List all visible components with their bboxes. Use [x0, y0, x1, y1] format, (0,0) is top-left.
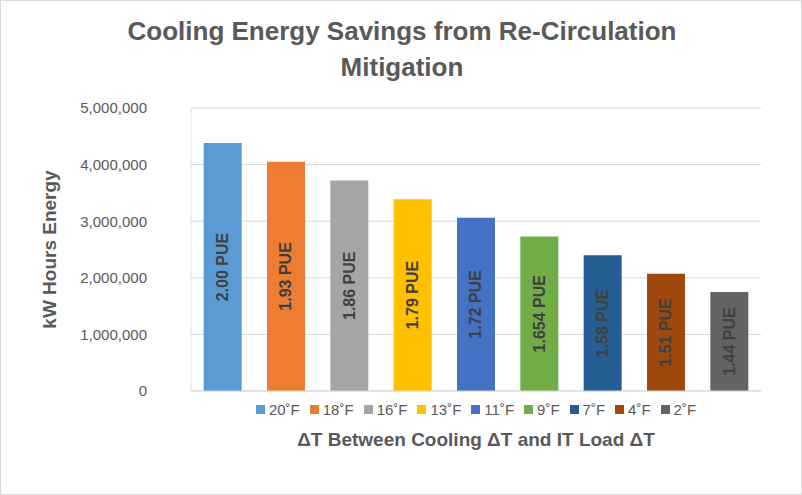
svg-text:1.86 PUE: 1.86 PUE: [341, 251, 358, 320]
svg-text:1.654 PUE: 1.654 PUE: [531, 275, 548, 353]
html-text:7˚F: 7˚F: [582, 401, 605, 418]
html-text:9˚F: 9˚F: [537, 401, 560, 418]
html-text:18˚F: 18˚F: [322, 401, 354, 418]
html-text:2˚F: 2˚F: [673, 401, 696, 418]
html-text:ΔT Between Cooling ΔT and IT L: ΔT Between Cooling ΔT and IT Load ΔT: [297, 429, 655, 450]
svg-text:0: 0: [139, 382, 147, 399]
html-text:20˚F: 20˚F: [268, 401, 300, 418]
html-text:11˚F: 11˚F: [484, 401, 514, 418]
svg-text:1.72 PUE: 1.72 PUE: [468, 270, 485, 339]
html-text:13˚F: 13˚F: [430, 401, 462, 418]
svg-text:1.51 PUE: 1.51 PUE: [658, 298, 675, 367]
html-text:4˚F: 4˚F: [628, 401, 651, 418]
svg-text:1.58 PUE: 1.58 PUE: [594, 289, 611, 358]
svg-text:2.00 PUE: 2.00 PUE: [214, 232, 231, 301]
svg-text:5,000,000: 5,000,000: [80, 101, 147, 116]
html-text:Cooling Energy Savings from Re: Cooling Energy Savings from Re-Circulati…: [127, 16, 677, 82]
svg-text:1.79 PUE: 1.79 PUE: [404, 260, 421, 329]
svg-text:kW Hours Energy: kW Hours Energy: [39, 170, 60, 329]
svg-text:3,000,000: 3,000,000: [80, 213, 147, 230]
svg-text:1.44 PUE: 1.44 PUE: [721, 307, 738, 376]
svg-text:4,000,000: 4,000,000: [80, 156, 147, 173]
svg-text:2,000,000: 2,000,000: [80, 269, 147, 286]
svg-text:1.93 PUE: 1.93 PUE: [278, 242, 295, 311]
html-text:16˚F: 16˚F: [376, 401, 408, 418]
svg-text:1,000,000: 1,000,000: [80, 326, 147, 343]
